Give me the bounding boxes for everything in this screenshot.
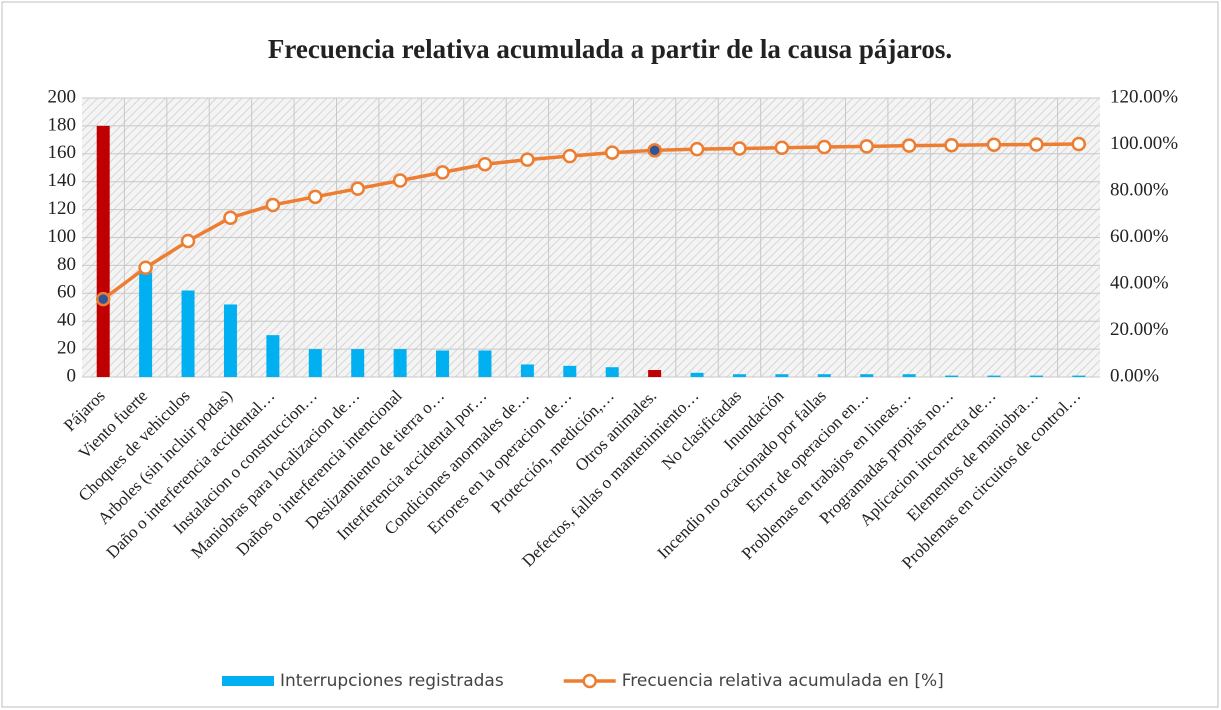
marker (604, 145, 620, 160)
y2-tick-label: 0.00% (1110, 365, 1159, 386)
bar (563, 365, 577, 377)
marker (180, 233, 196, 249)
marker (435, 165, 450, 180)
bar (308, 349, 322, 377)
y-tick-label: 60 (57, 282, 76, 303)
legend-swatch (222, 676, 274, 686)
bar (690, 372, 704, 377)
chart-title: Frecuencia relativa acumulada a partir d… (268, 34, 952, 64)
bar (351, 349, 365, 377)
marker (1071, 136, 1087, 152)
marker (392, 173, 408, 188)
marker (859, 139, 874, 154)
marker (944, 137, 959, 153)
marker (350, 181, 365, 196)
y-tick-label: 140 (48, 170, 77, 191)
y-tick-label: 180 (48, 114, 77, 135)
y2-tick-label: 100.00% (1110, 133, 1178, 154)
bar (1029, 375, 1043, 377)
y2-tick-label: 20.00% (1110, 319, 1169, 340)
legend-label: Interrupciones registradas (280, 671, 504, 691)
bar (648, 370, 662, 377)
bar (732, 374, 746, 377)
bar (266, 335, 280, 377)
y-tick-label: 120 (48, 198, 77, 219)
bar (817, 374, 831, 377)
bar (96, 125, 110, 378)
bar (987, 375, 1001, 377)
bar (1072, 375, 1086, 377)
marker (138, 260, 153, 275)
marker (520, 152, 535, 167)
marker (647, 143, 662, 158)
y-tick-label: 200 (48, 86, 77, 107)
bar (520, 364, 534, 377)
bar (181, 290, 195, 377)
marker (774, 140, 790, 156)
marker (223, 210, 238, 225)
legend-label: Frecuencia relativa acumulada en [%] (622, 671, 944, 691)
y-tick-label: 80 (57, 254, 76, 275)
marker (1029, 137, 1044, 152)
bar (902, 374, 916, 377)
marker (562, 148, 578, 164)
y2-tick-label: 120.00% (1110, 86, 1178, 107)
bar (775, 374, 789, 377)
legend-marker (582, 673, 597, 689)
y2-tick-label: 80.00% (1110, 179, 1169, 200)
marker (732, 141, 747, 156)
marker (265, 197, 281, 213)
y-tick-label: 0 (67, 365, 77, 386)
y-tick-label: 100 (48, 226, 77, 247)
marker (95, 291, 111, 307)
y-tick-label: 20 (57, 337, 76, 358)
marker (477, 157, 493, 172)
bar (478, 350, 492, 377)
marker (986, 137, 1002, 152)
bar (605, 367, 619, 377)
bar (139, 272, 153, 377)
marker (308, 189, 323, 205)
bar (436, 350, 450, 377)
y-tick-label: 160 (48, 142, 77, 163)
marker (817, 139, 832, 155)
y2-tick-label: 40.00% (1110, 272, 1169, 293)
marker (689, 141, 705, 157)
bar (223, 304, 237, 377)
y-tick-label: 40 (57, 310, 76, 331)
marker (901, 138, 917, 153)
bar (945, 375, 959, 377)
bar (860, 374, 874, 377)
bar (393, 349, 407, 377)
y2-tick-label: 60.00% (1110, 226, 1169, 247)
